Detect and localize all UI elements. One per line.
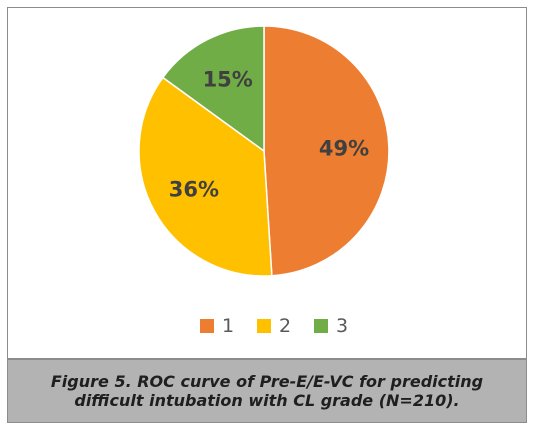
pie-chart-svg: 49% 36% 15% 1 2 3	[138, 25, 390, 337]
figure-caption-box: Figure 5. ROC curve of Pre-E/E-VC for pr…	[8, 358, 526, 422]
data-label-1: 49%	[319, 137, 369, 161]
legend-label-3: 3	[336, 315, 348, 337]
pie-chart: 49% 36% 15% 1 2 3	[8, 8, 528, 358]
legend-swatch-1	[200, 319, 214, 333]
figure-frame: 49% 36% 15% 1 2 3 Figure 5. ROC curve of Pre-…	[7, 7, 527, 423]
legend-label-2: 2	[279, 315, 291, 337]
legend-swatch-2	[257, 319, 271, 333]
legend-swatch-3	[314, 319, 328, 333]
pie-slice-1	[263, 25, 390, 277]
data-label-2: 36%	[169, 178, 219, 202]
data-label-3: 15%	[203, 68, 253, 92]
legend-label-1: 1	[222, 315, 234, 337]
pie-slice-2	[138, 76, 273, 277]
figure-caption: Figure 5. ROC curve of Pre-E/E-VC for pr…	[50, 372, 484, 410]
pie-slice-3	[161, 25, 265, 153]
